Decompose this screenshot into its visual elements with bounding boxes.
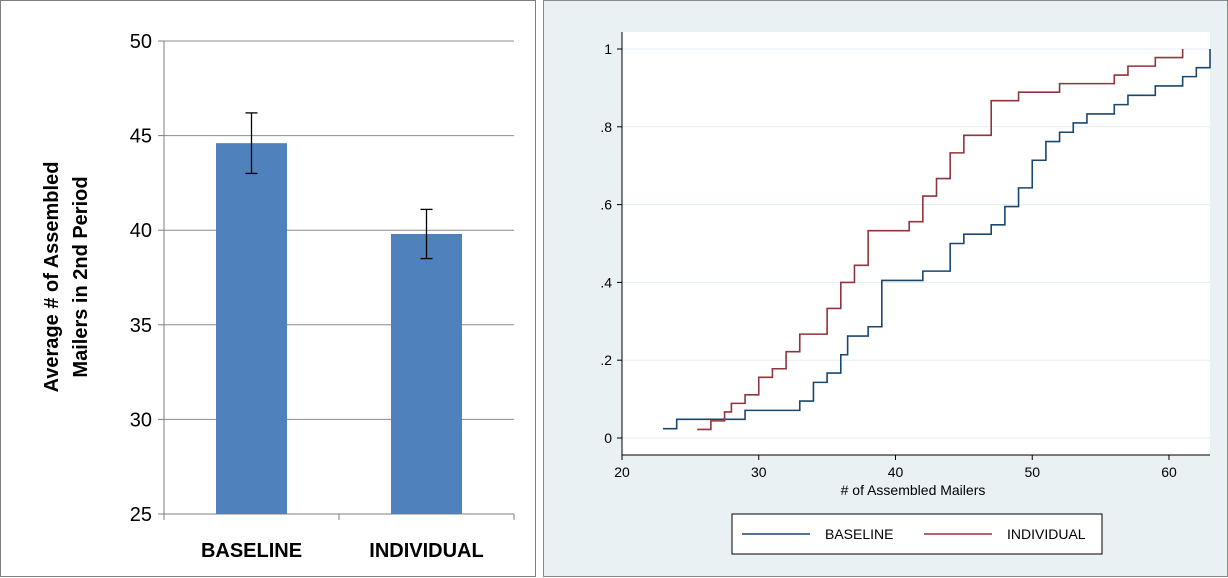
y-axis-title-line1: Average # of Assembled (41, 162, 63, 393)
x-axis-title: # of Assembled Mailers (841, 482, 986, 498)
legend-label: INDIVIDUAL (1007, 526, 1086, 542)
y-tick-label: .4 (600, 274, 612, 290)
y-tick-label: 25 (130, 504, 152, 526)
y-tick-label: .8 (600, 119, 612, 135)
series-line-baseline (663, 49, 1211, 430)
bar-individual (391, 233, 462, 514)
category-label: INDIVIDUAL (369, 540, 483, 562)
y-tick-label: 30 (130, 409, 152, 431)
y-tick-label: 35 (130, 315, 152, 337)
cdf-chart-panel: 0 .2 .4 .6 .8 1 20 30 40 50 60 # of Assembled Maile… (543, 0, 1228, 577)
y-tick-label: .2 (600, 352, 612, 368)
y-axis-title-line2: Mailers in 2nd Period (70, 176, 92, 377)
y-tick-label: 45 (130, 126, 152, 148)
legend-label: BASELINE (825, 526, 893, 542)
category-label: BASELINE (201, 540, 302, 562)
bar-baseline (216, 143, 287, 514)
y-tick-label: 0 (604, 430, 612, 446)
bar-chart-panel: 25 30 35 40 45 50 BASELINE INDIVIDUAL Average # … (0, 0, 536, 577)
x-tick-label: 30 (751, 464, 767, 480)
cdf-chart: 0 .2 .4 .6 .8 1 20 30 40 50 60 # of Assembled Maile… (600, 32, 1211, 555)
y-tick-label: .6 (600, 197, 612, 213)
bar-chart: 25 30 35 40 45 50 BASELINE INDIVIDUAL Average # … (41, 31, 515, 562)
x-tick-label: 40 (888, 464, 904, 480)
y-tick-label: 50 (130, 31, 152, 53)
y-tick-label: 1 (604, 41, 612, 57)
plot-area (622, 32, 1210, 455)
y-tick-label: 40 (130, 220, 152, 242)
x-tick-label: 60 (1161, 464, 1177, 480)
x-tick-label: 20 (614, 464, 630, 480)
y-axis-title: Average # of Assembled Mailers in 2nd Per… (41, 162, 92, 393)
series-line-individual (697, 49, 1184, 431)
x-tick-label: 50 (1024, 464, 1040, 480)
